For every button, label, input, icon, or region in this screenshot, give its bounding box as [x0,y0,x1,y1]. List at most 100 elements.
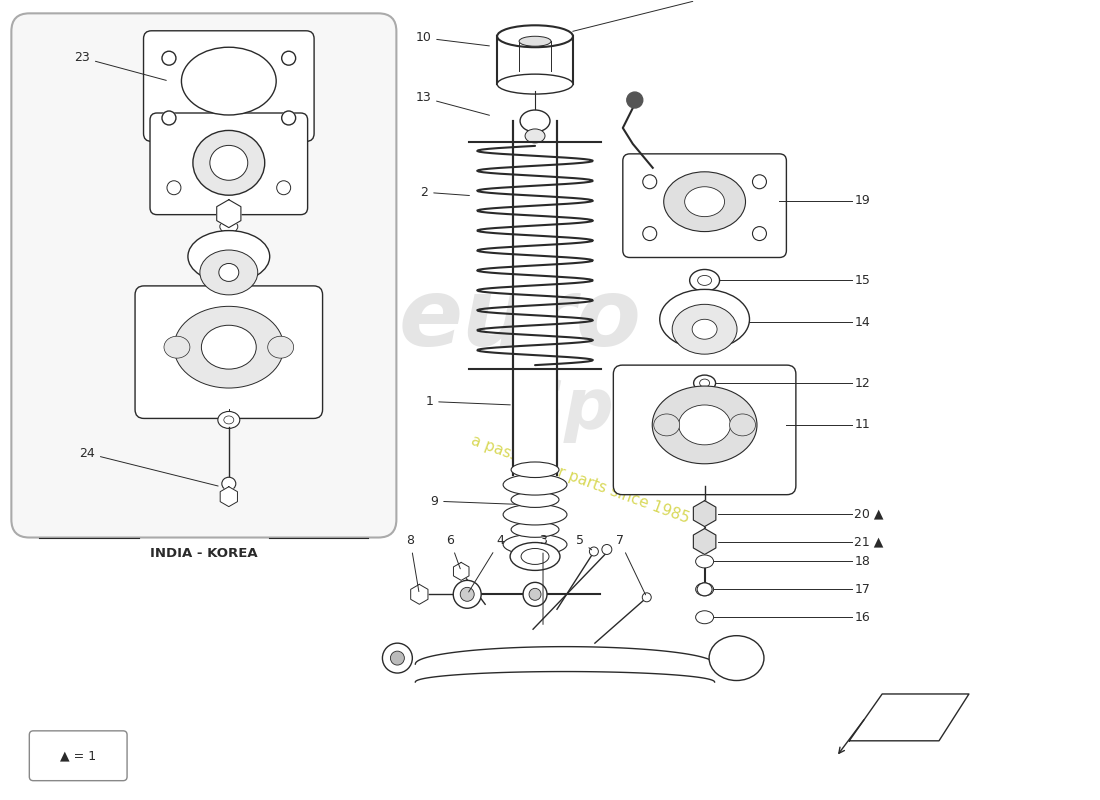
Ellipse shape [710,636,764,681]
Polygon shape [693,501,716,526]
Ellipse shape [692,319,717,339]
Text: 6: 6 [447,534,460,569]
Ellipse shape [652,386,757,464]
Ellipse shape [201,326,256,369]
Text: 14: 14 [855,316,870,329]
Ellipse shape [684,186,725,217]
Ellipse shape [390,651,405,665]
Circle shape [167,181,180,194]
Ellipse shape [182,47,276,115]
Ellipse shape [695,583,714,596]
Ellipse shape [512,492,559,507]
Ellipse shape [694,375,716,391]
Polygon shape [525,474,544,554]
Text: 21 ▲: 21 ▲ [855,535,883,548]
Polygon shape [410,584,428,604]
Text: 7: 7 [616,534,646,595]
Ellipse shape [519,36,551,46]
Text: 15: 15 [855,274,870,287]
Text: 10: 10 [416,31,490,46]
Text: 12: 12 [855,377,870,390]
Ellipse shape [192,130,265,195]
FancyBboxPatch shape [623,154,786,258]
Ellipse shape [590,547,598,556]
Ellipse shape [524,582,547,606]
Ellipse shape [695,555,714,568]
Ellipse shape [503,534,566,555]
FancyBboxPatch shape [135,286,322,418]
Ellipse shape [460,587,474,602]
Ellipse shape [503,474,566,495]
Circle shape [162,51,176,65]
Text: 17: 17 [855,583,870,596]
Ellipse shape [660,290,749,349]
FancyBboxPatch shape [11,14,396,538]
Ellipse shape [690,270,719,291]
Circle shape [162,111,176,125]
Circle shape [642,174,657,189]
Text: 2: 2 [420,186,470,198]
Polygon shape [217,200,241,228]
Ellipse shape [497,26,573,47]
Polygon shape [513,121,557,474]
Ellipse shape [200,250,257,295]
Ellipse shape [653,414,680,436]
Ellipse shape [663,172,746,231]
Ellipse shape [222,478,235,490]
Ellipse shape [503,504,566,525]
Ellipse shape [218,411,240,429]
Ellipse shape [188,230,270,282]
Ellipse shape [602,545,612,554]
Ellipse shape [164,336,190,358]
FancyBboxPatch shape [614,365,796,494]
Circle shape [752,174,767,189]
Text: 1: 1 [426,395,510,408]
Ellipse shape [642,593,651,602]
Text: 4: 4 [469,534,504,592]
Text: 8: 8 [406,534,419,591]
Text: a passion for parts since 1985: a passion for parts since 1985 [469,433,691,526]
FancyBboxPatch shape [30,731,128,781]
Ellipse shape [679,405,730,445]
Ellipse shape [700,379,710,387]
Text: 19: 19 [855,194,870,207]
Ellipse shape [521,549,549,565]
Polygon shape [453,562,469,580]
Ellipse shape [672,304,737,354]
Ellipse shape [220,220,238,233]
Ellipse shape [525,129,544,143]
Ellipse shape [695,610,714,624]
Ellipse shape [210,146,248,180]
Circle shape [642,226,657,241]
Circle shape [282,111,296,125]
Circle shape [752,226,767,241]
Ellipse shape [510,542,560,570]
Ellipse shape [729,414,756,436]
Text: 16: 16 [855,610,870,624]
Ellipse shape [219,263,239,282]
Polygon shape [849,694,969,741]
Ellipse shape [223,416,234,424]
Polygon shape [220,486,238,506]
FancyBboxPatch shape [150,113,308,214]
Ellipse shape [453,580,481,608]
Text: 11: 11 [855,418,870,431]
Circle shape [282,51,296,65]
Text: ▲ = 1: ▲ = 1 [60,750,97,762]
Polygon shape [693,529,716,554]
Text: euro: euro [398,274,641,366]
Text: 13: 13 [416,91,490,115]
Ellipse shape [512,462,559,478]
Text: INDIA - KOREA: INDIA - KOREA [150,547,257,561]
Ellipse shape [174,306,284,388]
Ellipse shape [267,336,294,358]
Text: 23: 23 [74,51,166,80]
Text: 3: 3 [539,534,547,625]
Ellipse shape [383,643,412,673]
Text: 18: 18 [855,555,870,568]
Circle shape [277,181,290,194]
Text: Spares: Spares [515,377,784,443]
Ellipse shape [520,110,550,132]
Text: 20 ▲: 20 ▲ [855,507,883,520]
Ellipse shape [529,588,541,600]
